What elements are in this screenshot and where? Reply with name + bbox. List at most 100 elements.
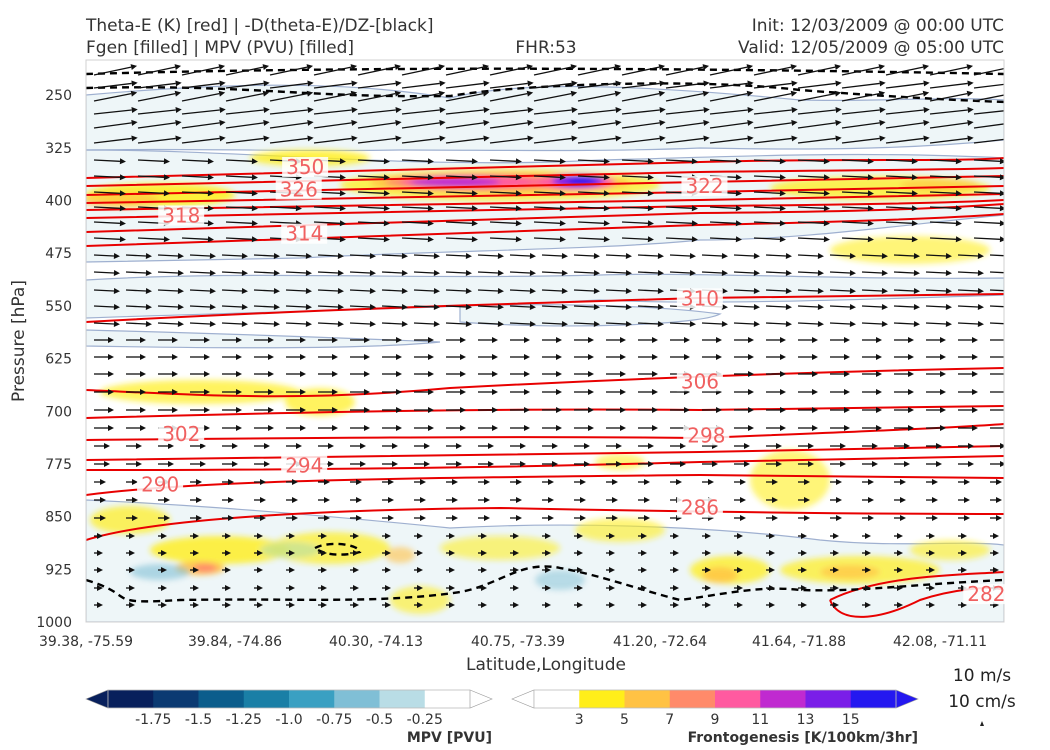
wind-vector-head — [428, 371, 434, 377]
wind-vector-shaft — [401, 159, 428, 162]
wind-vector-head — [993, 567, 999, 573]
wind-vector-head — [356, 479, 362, 485]
wind-vector-head — [427, 236, 434, 243]
wind-vector-head — [922, 64, 930, 71]
wind-vector-shaft — [93, 254, 115, 257]
wind-vector-head — [263, 119, 270, 126]
wind-vector-head — [705, 533, 711, 539]
wind-vector-shaft — [489, 206, 517, 209]
wind-vector-head — [351, 80, 358, 87]
wind-vector-head — [130, 64, 138, 71]
wind-vector-head — [305, 321, 312, 327]
colorbar-segment — [334, 690, 380, 708]
wind-vector-head — [385, 585, 391, 591]
wind-vector-shaft — [989, 305, 1004, 308]
wind-vector-shaft — [841, 109, 880, 115]
wind-vector-head — [251, 190, 258, 197]
wind-vector-head — [804, 515, 810, 521]
wind-vector-head — [257, 585, 263, 591]
wind-vector-shaft — [137, 109, 176, 115]
wind-vector-head — [967, 107, 974, 114]
wind-vector-shaft — [797, 271, 819, 274]
wind-vector-shaft — [413, 254, 435, 257]
wind-vector-shaft — [733, 271, 755, 274]
colorbar-tick: -1.5 — [185, 712, 212, 728]
wind-vector-shaft — [253, 289, 275, 292]
wind-vector-shaft — [445, 191, 472, 194]
wind-vector-head — [395, 107, 402, 114]
wind-vector-head — [427, 205, 434, 212]
contour-label: 282 — [967, 582, 1005, 606]
wind-vector-shaft — [573, 289, 595, 292]
wind-vector-head — [172, 371, 178, 377]
wind-vector-shaft — [605, 322, 627, 325]
wind-vector-shaft — [489, 175, 517, 178]
colorbar-segment — [579, 690, 625, 708]
wind-vector-head — [196, 497, 202, 503]
wind-vector-shaft — [137, 92, 176, 102]
wind-vector-shaft — [957, 289, 979, 292]
wind-vector-head — [113, 304, 120, 310]
colorbar-tick: 7 — [665, 712, 674, 728]
wind-vector-head — [471, 220, 478, 227]
contour-label-bg — [281, 455, 328, 476]
wind-vector-head — [513, 567, 519, 573]
wind-vector-head — [204, 337, 210, 343]
wind-vector-shaft — [181, 191, 209, 194]
wind-vector-shaft — [381, 322, 403, 325]
wind-vector-head — [204, 407, 210, 413]
colorbar-outline — [107, 689, 471, 709]
wind-vector-head — [492, 354, 498, 360]
wind-vector-shaft — [701, 271, 723, 274]
contour-label: 286 — [681, 496, 719, 520]
wind-vector-head — [703, 80, 710, 87]
colorbar-tick: 5 — [620, 712, 629, 728]
wind-vector-head — [174, 64, 182, 71]
wind-vector-head — [460, 354, 466, 360]
wind-vector-shaft — [357, 137, 396, 144]
wind-vector-head — [108, 425, 114, 431]
wind-vector-head — [615, 119, 622, 126]
wind-vector-head — [353, 550, 359, 556]
wind-vector-head — [339, 205, 346, 212]
wind-vector-head — [177, 253, 184, 259]
wind-vector-shaft — [225, 122, 264, 129]
wind-vector-head — [225, 550, 231, 556]
wind-vector-head — [545, 533, 551, 539]
plot-area — [86, 60, 1010, 622]
wind-vector-head — [492, 337, 498, 343]
wind-vector-head — [801, 550, 807, 556]
wind-vector-head — [328, 443, 334, 449]
wind-vector-head — [196, 479, 202, 485]
wind-vector-shaft — [861, 322, 883, 325]
wind-vector-head — [804, 479, 810, 485]
colorbar-segment — [424, 690, 471, 708]
wind-vector-head — [804, 497, 810, 503]
wind-vector-shaft — [313, 92, 352, 102]
title-valid: Valid: 12/05/2009 @ 05:00 UTC — [738, 38, 1004, 58]
wind-vector-head — [721, 321, 728, 327]
wind-vector-head — [779, 220, 786, 227]
wind-vector-head — [999, 220, 1004, 227]
wind-vector-head — [748, 337, 754, 343]
wind-vector-shaft — [541, 254, 563, 257]
wind-vector-head — [545, 585, 551, 591]
wind-vector-head — [1004, 354, 1010, 360]
wind-vector-shaft — [973, 138, 1004, 144]
wind-vector-head — [219, 135, 226, 142]
wind-vector-head — [427, 220, 434, 227]
x-tick-label: 41.20, -72.64 — [613, 634, 707, 650]
wind-vector-head — [260, 515, 266, 521]
wind-vector-head — [196, 515, 202, 521]
wind-vector-head — [119, 220, 126, 227]
wind-vector-shaft — [973, 94, 1004, 102]
title-left-line2: Fgen [filled] | MPV (PVU) [filled] — [86, 38, 354, 58]
wind-vector-head — [878, 64, 886, 71]
wind-vector-head — [691, 236, 698, 243]
wind-vector-head — [929, 602, 935, 608]
wind-vector-shaft — [125, 305, 147, 308]
wind-vector-head — [108, 337, 114, 343]
wind-vector-shaft — [829, 289, 851, 292]
contour-label: 322 — [685, 174, 723, 198]
wind-vector-shaft — [269, 206, 296, 209]
